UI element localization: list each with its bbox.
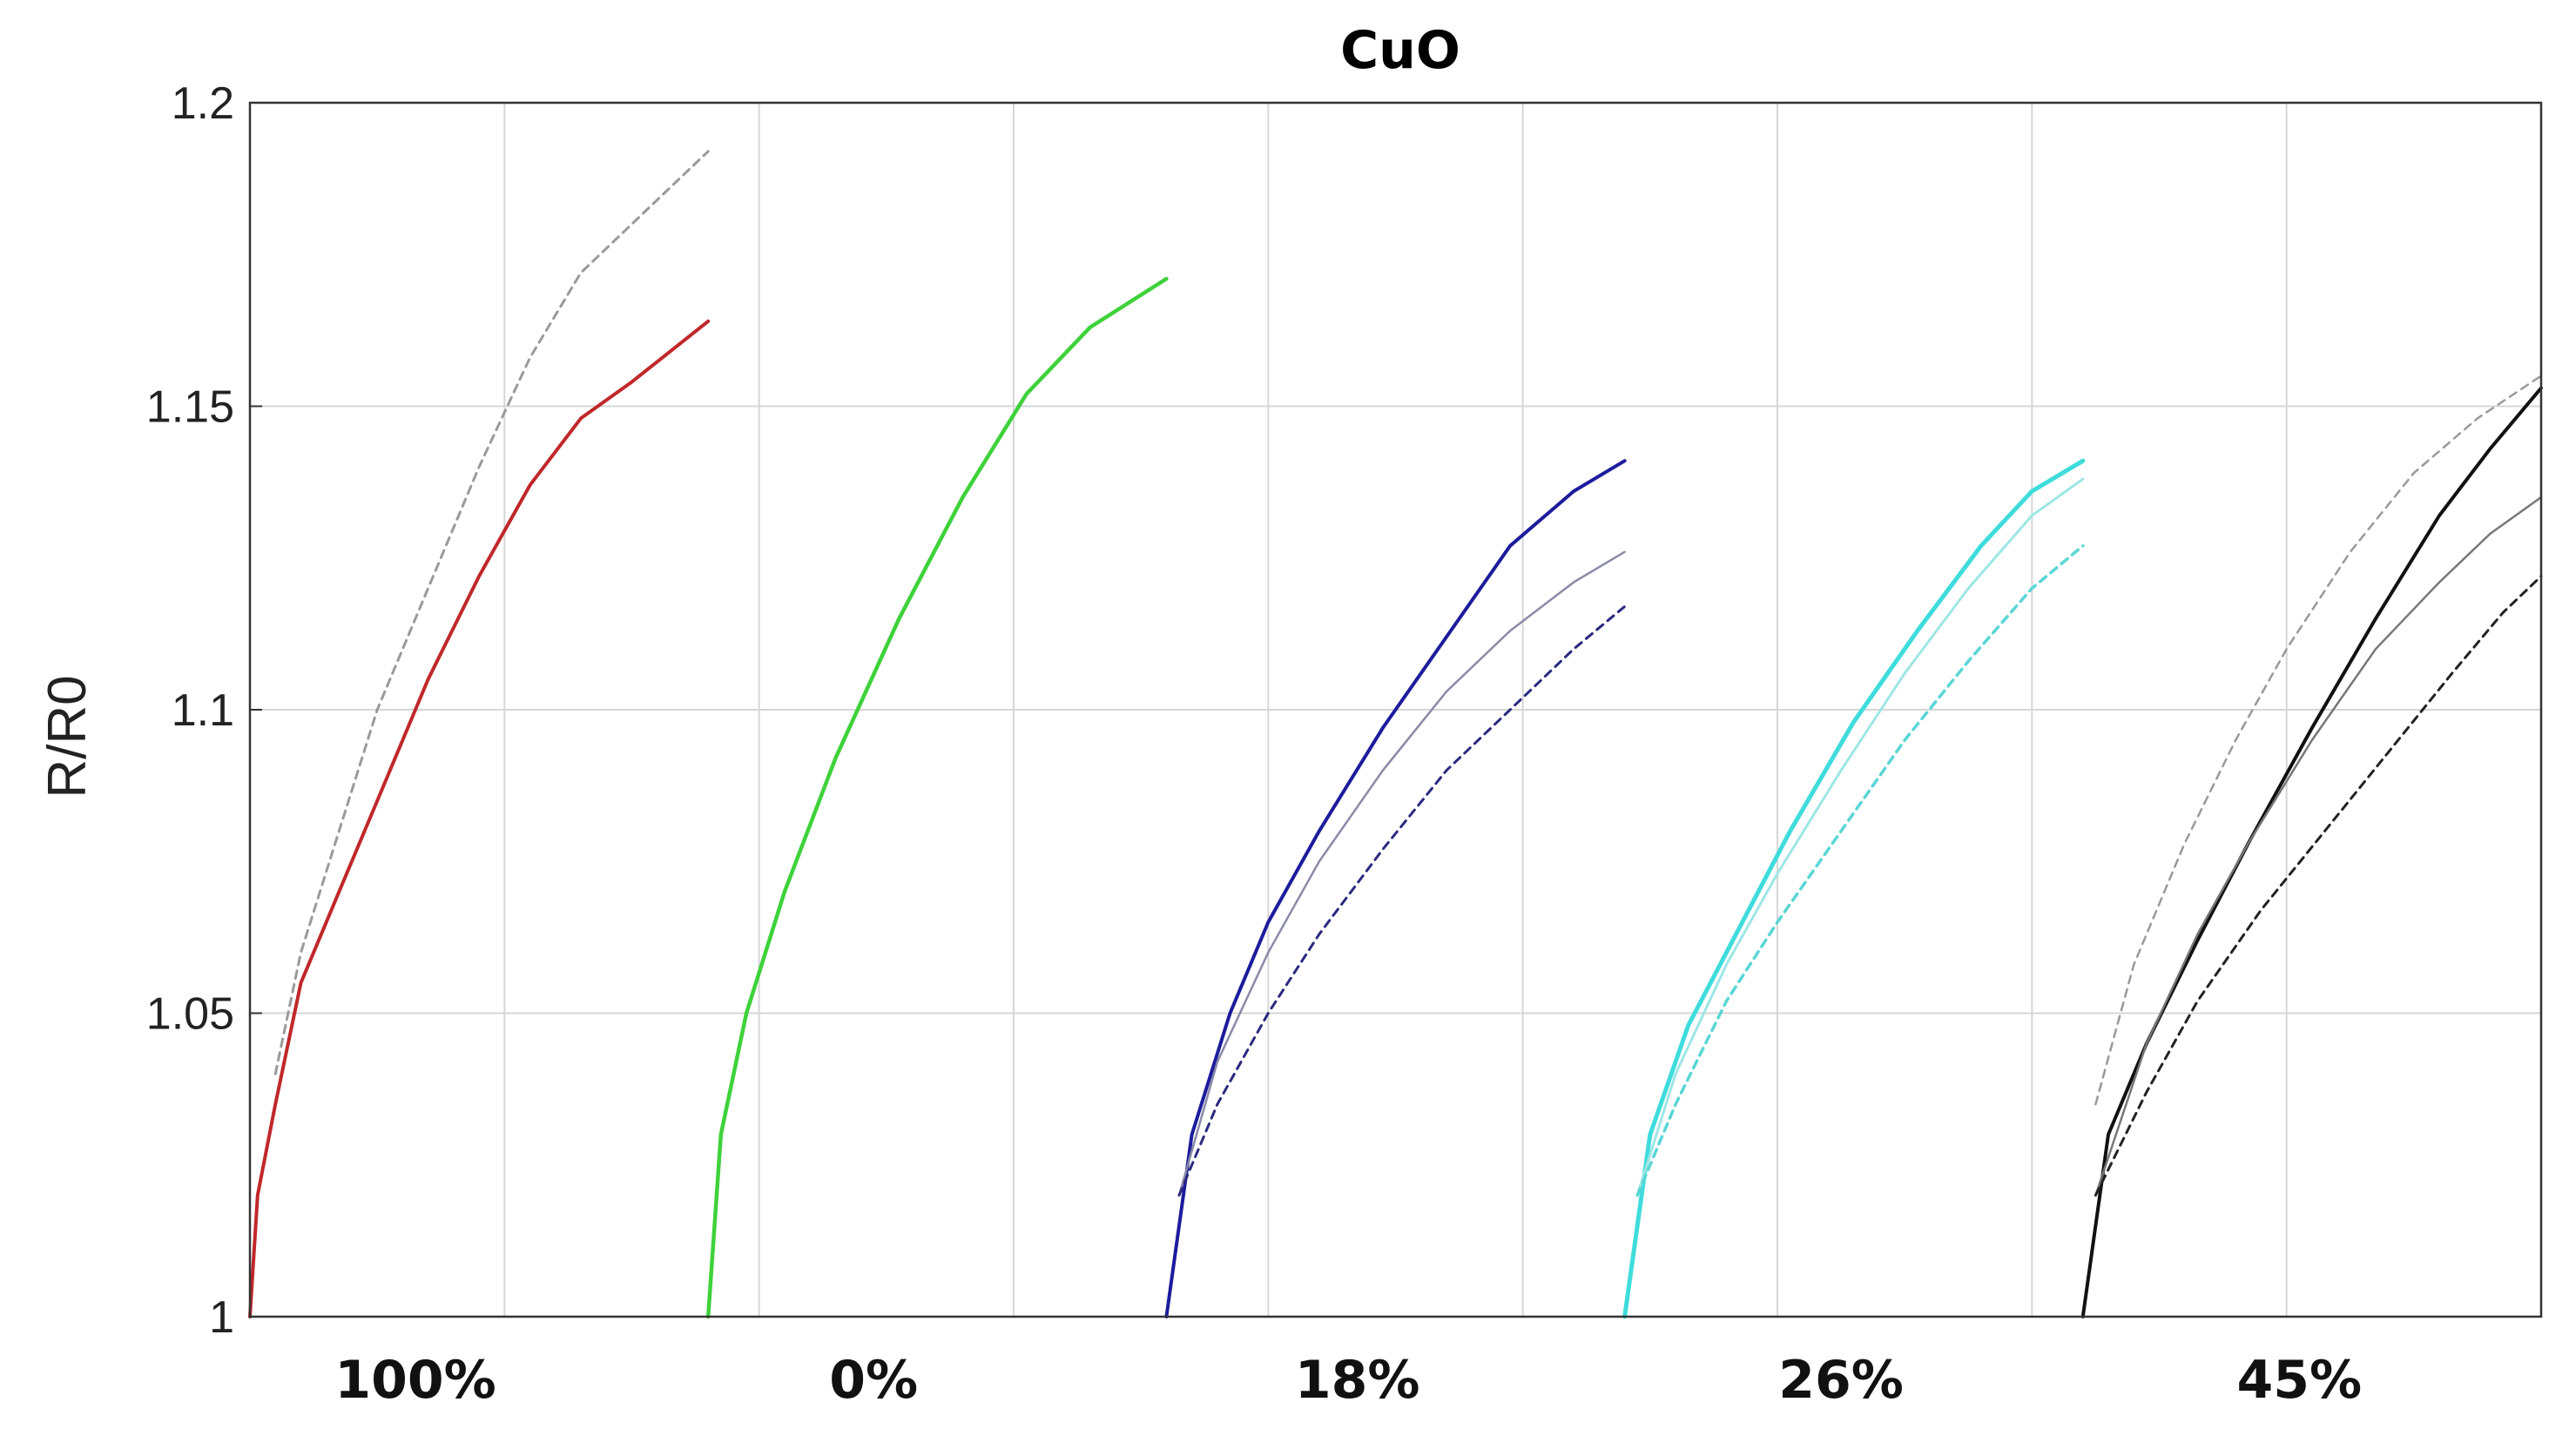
y-tick-label: 1.15 [146, 382, 234, 433]
y-axis-label: R/R0 [37, 675, 98, 798]
series-line-26pct-7 [1635, 477, 2085, 1197]
chart-title: CuO [1340, 20, 1460, 81]
y-tick-label: 1 [209, 1292, 234, 1343]
group-label: 45% [2236, 1350, 2362, 1411]
series-line-45pct-11 [2094, 374, 2543, 1106]
series-line-45pct-12 [2094, 575, 2543, 1197]
group-label: 18% [1295, 1350, 1420, 1411]
group-labels: 100% 0% 18% 26% 45% [334, 1350, 2362, 1411]
series-line-18pct-5 [1177, 605, 1627, 1197]
series-line-0pct-2 [705, 276, 1169, 1319]
series-line-100pct-0 [248, 319, 711, 1318]
group-label: 26% [1778, 1350, 1904, 1411]
series-line-26pct-6 [1622, 458, 2086, 1319]
y-tick-labels: 1 1.05 1.1 1.15 1.2 [146, 78, 234, 1343]
y-tick-label: 1.1 [172, 685, 234, 736]
series-line-45pct-10 [2094, 495, 2543, 1196]
series-line-18pct-3 [1164, 459, 1627, 1318]
plot-series [248, 150, 2543, 1319]
series-line-18pct-4 [1177, 550, 1626, 1196]
series-line-26pct-8 [1635, 544, 2085, 1197]
y-tick-label: 1.05 [146, 989, 234, 1040]
series-line-45pct-9 [2080, 386, 2543, 1318]
series-line-100pct-1 [273, 150, 710, 1075]
y-tick-label: 1.2 [172, 78, 234, 129]
group-label: 0% [829, 1350, 918, 1411]
group-label: 100% [334, 1350, 496, 1411]
plot-frame [248, 101, 2543, 1318]
